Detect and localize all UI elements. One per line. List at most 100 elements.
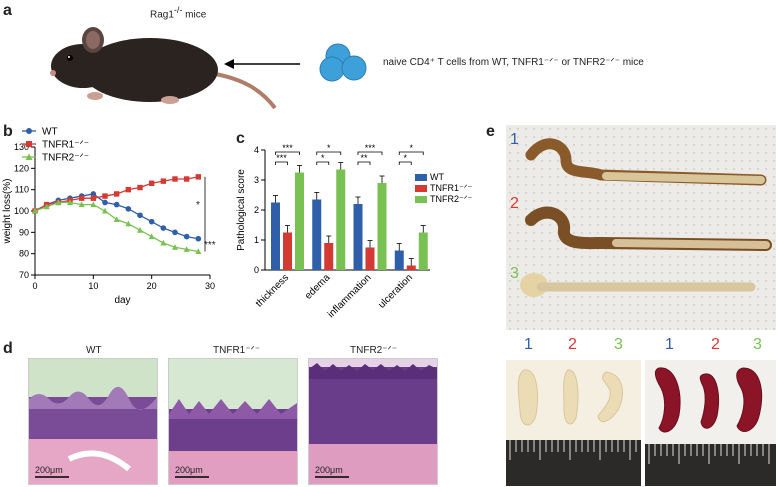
sig-star: * xyxy=(327,143,331,153)
x-tick-label: 30 xyxy=(205,281,215,291)
legend-label: TNFR2⁻ᐟ⁻ xyxy=(430,194,473,204)
bar xyxy=(283,232,292,270)
data-point xyxy=(137,227,143,233)
data-point xyxy=(148,218,155,225)
spleen-number-3: 3 xyxy=(753,336,762,353)
spleen-number-1: 1 xyxy=(665,336,674,353)
stat-star-tnfr2: *** xyxy=(204,240,216,251)
data-point xyxy=(125,220,132,227)
data-point xyxy=(148,233,155,240)
y-tick-label: 2 xyxy=(254,205,259,215)
histology-image-tnfr2: 200μm xyxy=(308,358,438,485)
data-point xyxy=(148,180,155,186)
scale-bar-label: 200μm xyxy=(35,465,63,475)
data-point xyxy=(102,207,108,214)
panel-a-letter: a xyxy=(3,2,12,19)
mouse-body xyxy=(82,38,218,102)
sig-bracket xyxy=(357,161,371,165)
scale-bar-label: 200μm xyxy=(315,465,343,475)
mouse-tail xyxy=(209,71,277,110)
data-point xyxy=(137,184,143,191)
sig-bracket xyxy=(316,161,330,165)
sig-bracket xyxy=(398,161,412,165)
sig-star: * xyxy=(321,153,325,163)
y-tick-label: 100 xyxy=(14,206,29,216)
sig-bracket xyxy=(316,151,342,155)
bar xyxy=(324,243,334,270)
lymph-node-panel: 1 2 3 xyxy=(506,336,641,486)
colon-photo: 1 2 3 xyxy=(506,125,776,330)
data-point xyxy=(78,195,85,201)
y-tick-label: 130 xyxy=(14,142,29,152)
data-point xyxy=(183,176,190,182)
data-point xyxy=(90,191,97,197)
sig-star: *** xyxy=(282,143,293,153)
bar xyxy=(365,247,375,270)
sig-bracket xyxy=(275,161,288,165)
data-point xyxy=(160,225,167,231)
y-tick-label: 120 xyxy=(14,163,29,173)
mouse-label-text: Rag1 xyxy=(150,9,174,21)
legend-swatch xyxy=(415,196,427,203)
mouse-label-suffix: mice xyxy=(182,9,207,21)
bar xyxy=(377,183,387,270)
ln-number-2: 2 xyxy=(568,336,577,353)
data-point xyxy=(172,229,178,236)
data-point xyxy=(55,199,62,205)
data-point xyxy=(67,199,73,205)
panel-b-letter: b xyxy=(3,123,13,140)
histology-image-wt: 200μm xyxy=(28,358,158,485)
y-axis-label: Pathological score xyxy=(236,169,247,251)
y-axis-label: weight loss(%) xyxy=(2,178,13,244)
data-point xyxy=(195,235,202,242)
colon-number-3: 3 xyxy=(510,265,519,282)
x-tick-label: 20 xyxy=(147,281,157,291)
data-point xyxy=(43,203,50,210)
sig-star: ** xyxy=(360,153,368,163)
data-point xyxy=(78,201,85,208)
sig-star: *** xyxy=(365,143,376,153)
legend-label: WT xyxy=(42,127,58,138)
ln-number-3: 3 xyxy=(614,336,623,353)
category-label: inflammation xyxy=(326,272,374,320)
y-tick-label: 1 xyxy=(254,235,259,245)
data-point xyxy=(195,174,202,180)
sig-bracket xyxy=(275,151,300,155)
histo-title-tnfr2: TNFR2⁻ᐟ⁻ xyxy=(350,345,398,356)
spleen-photo xyxy=(645,360,776,486)
sig-star: *** xyxy=(276,153,287,163)
colon-number-2: 2 xyxy=(510,195,519,212)
histo-title-wt: WT xyxy=(86,345,102,356)
arrow-icon xyxy=(224,59,300,69)
y-tick-label: 3 xyxy=(254,175,259,185)
sig-star: * xyxy=(403,153,407,163)
mouse-nose xyxy=(50,70,56,76)
sig-bracket xyxy=(398,151,424,155)
category-label: thickness xyxy=(254,272,291,309)
series-line xyxy=(34,201,199,253)
legend-label: TNFR1⁻ᐟ⁻ xyxy=(430,183,473,193)
mouse-eye xyxy=(67,55,73,61)
histology-image-tnfr1: 200μm xyxy=(168,358,298,485)
scale-bar-label: 200μm xyxy=(175,465,203,475)
data-point xyxy=(90,201,97,208)
data-point xyxy=(32,207,38,214)
data-point xyxy=(102,193,108,199)
lymph-node-photo xyxy=(506,360,641,486)
x-axis-label: day xyxy=(114,295,130,305)
mouse-head xyxy=(51,44,115,88)
bar xyxy=(336,169,346,270)
data-point xyxy=(195,248,202,255)
bar xyxy=(312,199,322,270)
legend-marker xyxy=(25,153,33,160)
data-point xyxy=(90,195,97,201)
mouse-label: Rag1-/- mice xyxy=(150,5,206,20)
data-point xyxy=(125,206,132,212)
category-label: ulceration xyxy=(376,272,414,310)
data-point xyxy=(137,212,143,219)
category-label: edema xyxy=(303,272,333,302)
panel-c-letter: c xyxy=(236,130,245,147)
y-tick-label: 110 xyxy=(15,185,29,195)
y-tick-label: 70 xyxy=(19,270,29,280)
